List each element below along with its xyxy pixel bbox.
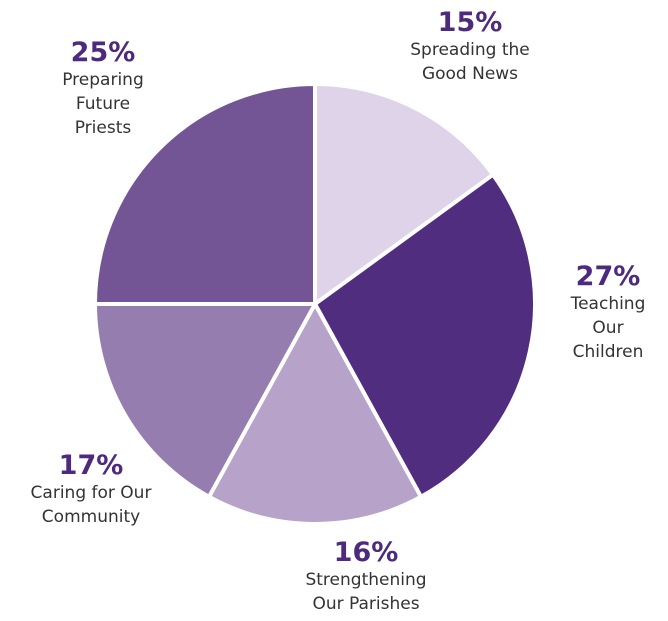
pie-slice-3 xyxy=(93,302,317,499)
pie-slice-2 xyxy=(207,302,423,527)
slice-percent-label: 27% xyxy=(575,261,641,292)
pie-slice-0 xyxy=(313,82,495,306)
pie-slice-1 xyxy=(313,172,537,499)
pie-slice-4 xyxy=(93,82,317,306)
slice-category-label: Preparing Future Priests xyxy=(62,70,144,138)
slice-percent-label: 15% xyxy=(437,7,503,38)
slice-label-caring-for-our-community: 17% Caring for Our Community xyxy=(0,451,182,529)
slice-percent-label: 16% xyxy=(333,537,399,568)
slice-label-spreading-the-good-news: 15% Spreading the Good News xyxy=(370,8,570,86)
slice-category-label: Caring for Our Community xyxy=(30,483,152,527)
slice-category-label: Spreading the Good News xyxy=(410,40,530,84)
slice-percent-label: 25% xyxy=(70,37,136,68)
slice-label-teaching-our-children: 27% Teaching Our Children xyxy=(548,262,668,364)
slice-percent-label: 17% xyxy=(58,450,124,481)
slice-label-preparing-future-priests: 25% Preparing Future Priests xyxy=(38,38,168,140)
slice-category-label: Strengthening Our Parishes xyxy=(305,570,427,614)
slice-category-label: Teaching Our Children xyxy=(570,294,646,362)
slice-label-strengthening-our-parishes: 16% Strengthening Our Parishes xyxy=(266,538,466,616)
